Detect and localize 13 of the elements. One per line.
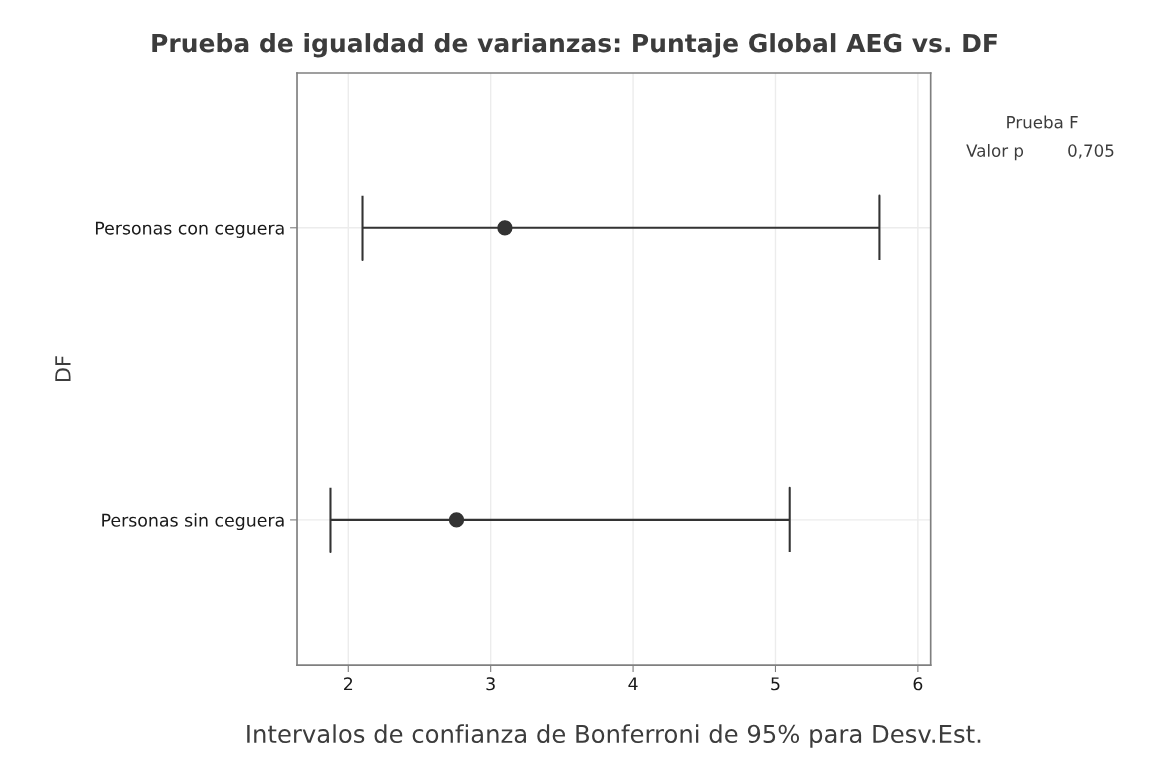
y-tick-label: Personas con ceguera (95, 221, 284, 238)
x-tick-label: 4 (628, 677, 638, 691)
x-tick-label: 2 (344, 677, 353, 691)
text: 0,705 (1068, 144, 1114, 159)
text: Prueba F (1007, 115, 1078, 129)
chart-title: Prueba de igualdad de varianzas: Puntaje Global AEG vs. DF (152, 33, 997, 58)
x-tick-label: 6 (913, 677, 923, 691)
y-axis-title: DF (55, 356, 71, 381)
x-tick-label: 3 (486, 677, 495, 691)
y-tick-label: Personas sin ceguera (102, 513, 284, 531)
text: Valor p (966, 144, 1024, 161)
x-axis-title: Intervalos de confianza de Bonferroni de 95% para Desv.Est. (247, 724, 981, 748)
x-tick-label: 5 (771, 677, 780, 691)
